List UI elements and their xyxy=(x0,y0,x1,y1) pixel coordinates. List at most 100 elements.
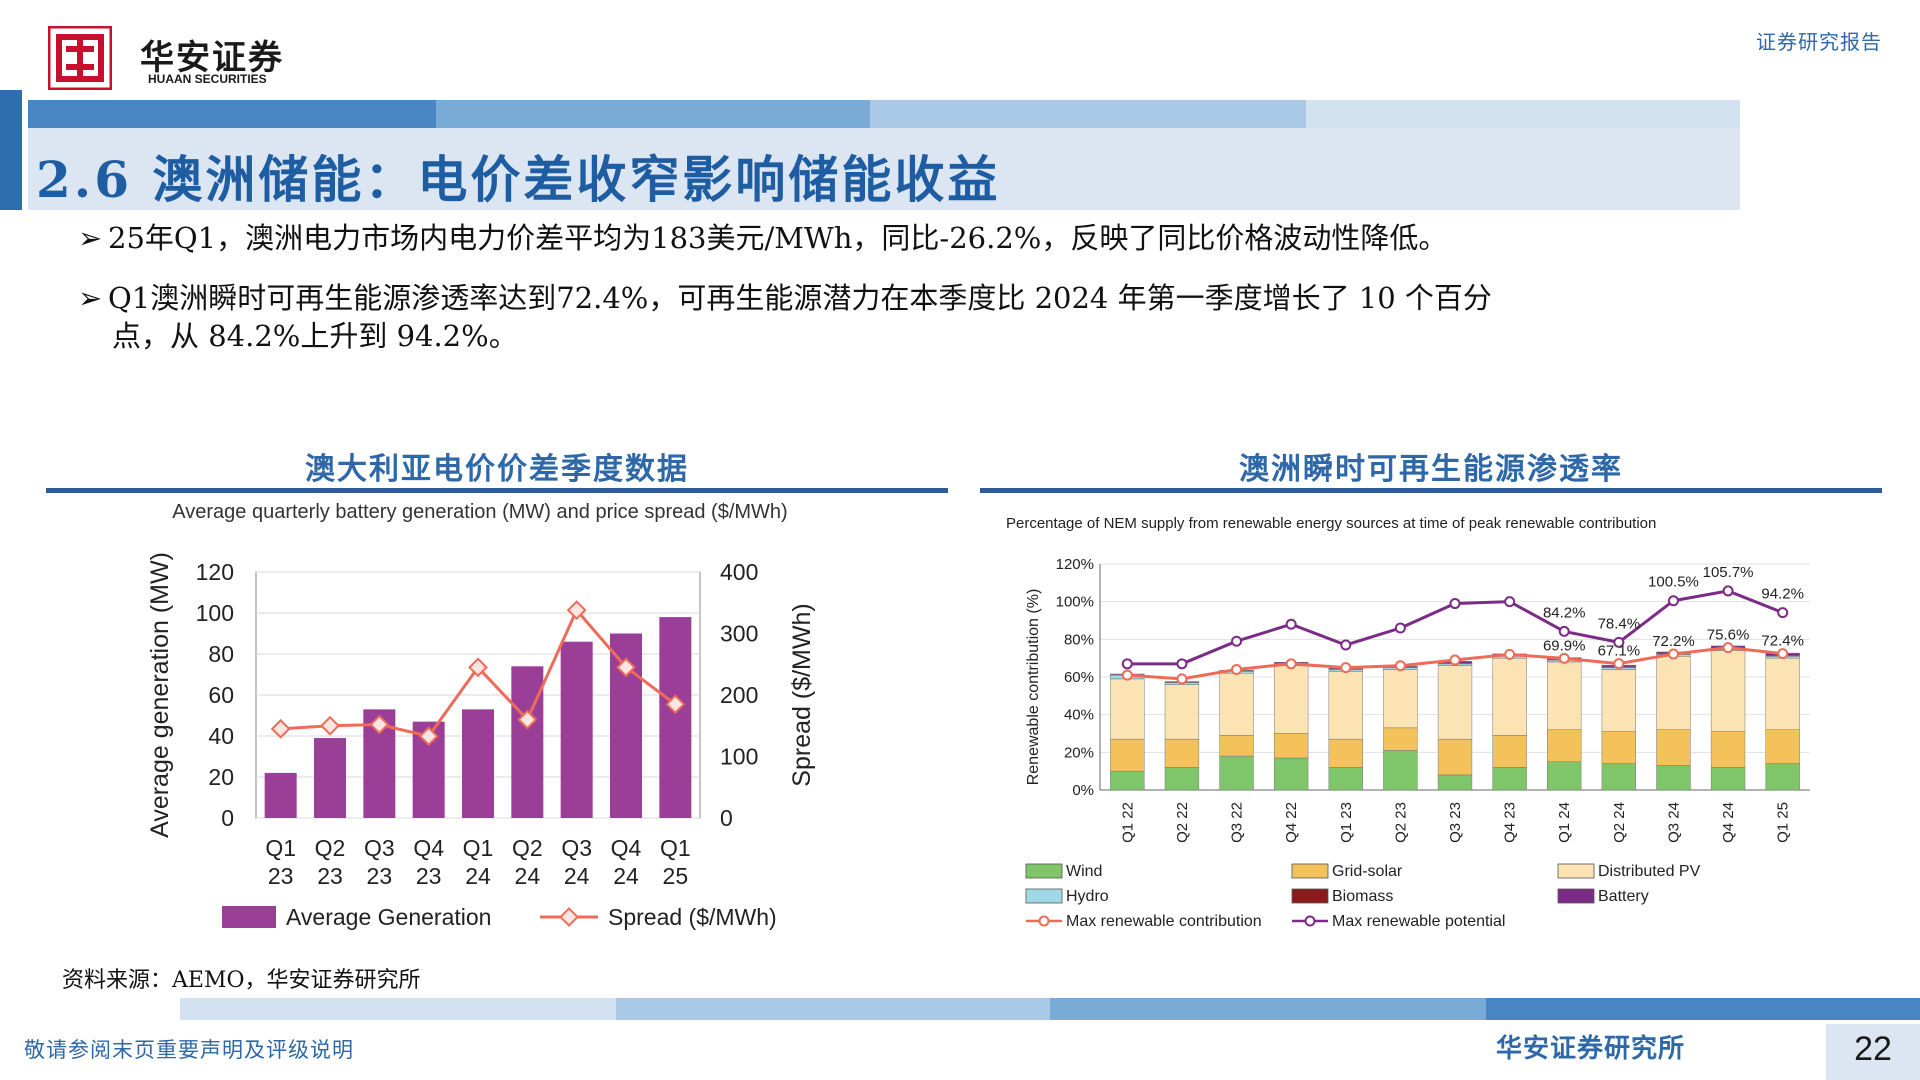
bar-grid-solar xyxy=(1383,727,1418,751)
x-tick-label: 23 xyxy=(268,863,294,889)
bar-average-generation xyxy=(462,709,494,818)
legend-swatch-wind xyxy=(1025,863,1063,879)
title-box xyxy=(28,128,1740,210)
bar-average-generation xyxy=(264,772,297,818)
left-section-rule xyxy=(46,488,948,493)
marker-max-renewable-contribution xyxy=(1340,662,1352,674)
y-tick-label: 120 xyxy=(196,559,234,585)
spread-marker xyxy=(566,600,587,621)
legend-marker-max-renewable-contribution xyxy=(1038,915,1050,927)
y-tick-label: 120% xyxy=(1056,556,1094,573)
x-tick-label: Q3 22 xyxy=(1229,802,1246,843)
bar-distributed-pv xyxy=(1547,661,1582,730)
legend-marker-spread xyxy=(559,907,579,927)
x-tick-label: 24 xyxy=(613,863,639,889)
x-tick-label: Q1 xyxy=(660,835,691,861)
spread-marker xyxy=(616,657,636,678)
bar-distributed-pv xyxy=(1219,672,1254,736)
bar-distributed-pv xyxy=(1164,684,1200,740)
x-tick-label: Q2 22 xyxy=(1174,802,1191,843)
y2-tick-label: 0 xyxy=(720,805,733,831)
data-label: 69.9% xyxy=(1543,637,1586,654)
report-type-label: 证券研究报告 xyxy=(1756,30,1882,54)
bar-wind xyxy=(1492,767,1527,791)
marker-max-renewable-potential xyxy=(1667,595,1679,607)
x-tick-label: 24 xyxy=(515,863,541,889)
x-tick-label: Q3 24 xyxy=(1665,802,1682,843)
y-tick-label: 40% xyxy=(1064,707,1094,724)
y-axis-label: Renewable contribution (%) xyxy=(1025,589,1042,786)
data-label: 105.7% xyxy=(1703,564,1754,581)
marker-max-renewable-potential xyxy=(1121,658,1133,670)
marker-max-renewable-potential xyxy=(1722,585,1734,597)
bullet-2: ➢ Q1澳洲瞬时可再生能源渗透率达到72.4%，可再生能源潜力在本季度比 2024… xyxy=(78,278,1778,318)
bar-grid-solar xyxy=(1110,738,1145,772)
data-label: 72.4% xyxy=(1761,633,1804,650)
data-label: 67.1% xyxy=(1598,643,1641,660)
legend-swatch-hydro xyxy=(1025,888,1063,904)
footer-institute: 华安证券研究所 xyxy=(1496,1034,1686,1064)
y-tick-label: 80 xyxy=(208,641,234,667)
y-tick-label: 20 xyxy=(208,764,234,790)
title-band xyxy=(0,100,1740,210)
bullet-arrow-icon: ➢ xyxy=(78,221,103,255)
bar-grid-solar xyxy=(1328,738,1363,768)
bar-wind xyxy=(1710,767,1746,791)
marker-max-renewable-contribution xyxy=(1667,648,1679,660)
data-label: 75.6% xyxy=(1707,627,1750,644)
bar-grid-solar xyxy=(1547,729,1582,763)
bar-wind xyxy=(1601,763,1637,791)
legend-marker-max-renewable-potential xyxy=(1304,915,1316,927)
spread-marker xyxy=(468,657,488,678)
data-label: 78.4% xyxy=(1598,615,1641,632)
bar-grid-solar xyxy=(1164,738,1200,768)
marker-max-renewable-potential xyxy=(1613,636,1625,648)
data-label: 84.2% xyxy=(1543,604,1586,621)
x-tick-label: Q4 24 xyxy=(1720,802,1737,843)
bar-distributed-pv xyxy=(1383,669,1418,729)
footer-band xyxy=(180,998,1920,1020)
x-tick-label: Q1 23 xyxy=(1338,802,1355,843)
y-tick-label: 60 xyxy=(208,682,234,708)
spread-marker xyxy=(418,726,439,747)
marker-max-renewable-contribution xyxy=(1613,658,1625,670)
page-title: 2.6 澳洲储能：电价差收窄影响储能收益 xyxy=(36,150,1001,209)
bar-wind xyxy=(1273,757,1309,791)
x-tick-label: Q4 23 xyxy=(1502,802,1519,843)
marker-max-renewable-potential xyxy=(1449,598,1461,610)
x-tick-label: Q1 xyxy=(265,835,296,861)
x-tick-label: Q2 23 xyxy=(1392,802,1409,843)
marker-max-renewable-potential xyxy=(1394,622,1406,634)
legend-swatch-biomass xyxy=(1291,888,1329,904)
bar-average-generation xyxy=(659,617,692,818)
spread-marker xyxy=(665,694,686,715)
x-tick-label: Q3 xyxy=(364,835,395,861)
marker-max-renewable-potential xyxy=(1504,596,1516,608)
marker-max-renewable-contribution xyxy=(1285,658,1297,670)
y2-tick-label: 300 xyxy=(720,621,758,647)
x-tick-label: Q3 23 xyxy=(1447,802,1464,843)
y-tick-label: 0% xyxy=(1072,782,1094,799)
huaan-logo-icon xyxy=(48,26,112,90)
spread-marker xyxy=(270,718,291,739)
bar-distributed-pv xyxy=(1765,657,1800,730)
x-tick-label: 23 xyxy=(367,863,393,889)
bullet-arrow-icon: ➢ xyxy=(78,281,103,315)
right-section-title: 澳洲瞬时可再生能源渗透率 xyxy=(1239,452,1623,487)
x-tick-label: Q1 22 xyxy=(1119,802,1136,843)
x-tick-label: 23 xyxy=(317,863,343,889)
x-tick-label: 24 xyxy=(564,863,590,889)
bar-average-generation xyxy=(560,641,593,818)
marker-max-renewable-potential xyxy=(1285,618,1297,630)
marker-max-renewable-potential xyxy=(1777,607,1789,619)
bar-wind xyxy=(1110,770,1145,791)
logo-chinese-name: 华安证券 xyxy=(140,38,284,78)
logo-english-name: HUAAN SECURITIES xyxy=(148,72,267,86)
spread-marker xyxy=(369,714,390,735)
y2-axis-label: Spread ($/MWh) xyxy=(788,603,816,786)
bar-average-generation xyxy=(511,666,544,818)
bar-distributed-pv xyxy=(1437,665,1473,740)
bar-distributed-pv xyxy=(1601,669,1637,732)
x-tick-label: Q1 25 xyxy=(1775,802,1792,843)
legend-grid-solar: Grid-solar xyxy=(1332,863,1403,880)
